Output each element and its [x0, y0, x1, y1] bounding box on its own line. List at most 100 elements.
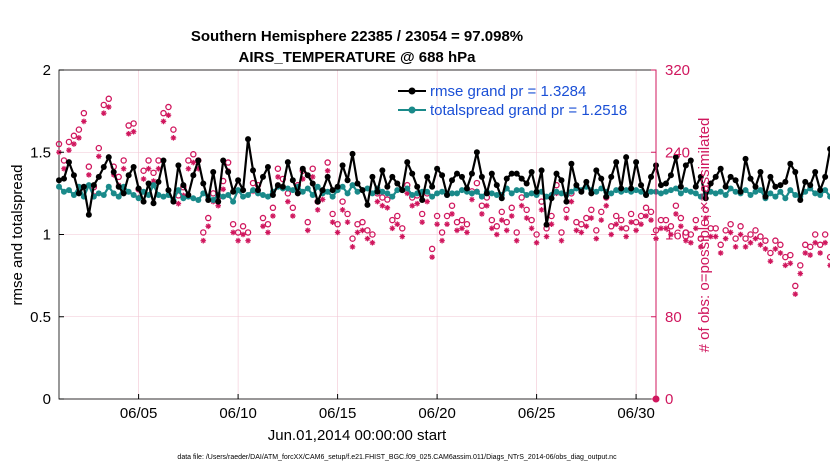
totalspread-point	[513, 187, 520, 194]
obs-assimilated-marker	[548, 221, 555, 228]
obs-possible-marker	[772, 237, 779, 244]
obs-assimilated-marker	[668, 231, 674, 238]
obs-possible-marker	[438, 229, 446, 236]
rmse-point	[543, 221, 550, 228]
rmse-point	[687, 157, 694, 164]
obs-possible-marker	[692, 216, 700, 224]
totalspread-point	[742, 187, 749, 194]
rmse-point	[334, 183, 341, 190]
obs-assimilated-marker	[359, 227, 366, 234]
obs-possible-marker	[717, 241, 724, 249]
totalspread-point	[608, 190, 615, 197]
obs-possible-marker	[428, 245, 436, 253]
rmse-point	[508, 170, 515, 177]
y-right-tick-label: 320	[665, 62, 690, 79]
totalspread-point	[493, 192, 500, 199]
rmse-point	[364, 201, 371, 208]
rmse-point	[558, 177, 565, 184]
obs-possible-marker	[100, 101, 108, 109]
obs-assimilated-marker	[593, 235, 600, 242]
totalspread-point	[230, 198, 237, 205]
totalspread-point	[135, 195, 142, 202]
rmse-point	[299, 165, 306, 172]
rmse-point	[170, 198, 177, 205]
totalspread-point	[528, 190, 535, 197]
x-axis-label: Jun.01,2014 00:00:00 start	[268, 427, 447, 444]
rmse-point	[478, 173, 485, 180]
totalspread-point	[434, 190, 441, 197]
rmse-point	[125, 172, 132, 179]
obs-assimilated-marker	[389, 225, 396, 232]
totalspread-point	[518, 187, 525, 194]
obs-possible-marker	[170, 126, 177, 133]
obs-assimilated-marker	[484, 202, 490, 209]
totalspread-point	[284, 185, 291, 192]
obs-possible-marker	[145, 157, 152, 164]
rmse-point	[314, 198, 321, 205]
rmse-point	[354, 180, 361, 187]
rmse-point	[230, 188, 237, 195]
obs-possible-marker	[617, 216, 625, 224]
obs-possible-marker	[826, 253, 830, 261]
obs-assimilated-marker	[648, 217, 654, 223]
obs-possible-marker	[473, 179, 481, 187]
rmse-point	[274, 182, 281, 189]
rmse-point	[359, 187, 366, 194]
obs-assimilated-marker	[702, 215, 709, 221]
rmse-point	[553, 170, 560, 177]
obs-assimilated-marker	[195, 165, 202, 172]
obs-possible-marker	[583, 214, 590, 222]
rmse-point	[578, 188, 585, 195]
obs-possible-marker	[75, 126, 83, 133]
totalspread-point	[384, 190, 391, 197]
obs-assimilated-marker	[568, 198, 575, 205]
rmse-point	[802, 178, 809, 185]
x-tick-label: 06/05	[120, 405, 158, 422]
totalspread-point	[110, 190, 117, 197]
y-axis-left: 0 0.5 1 1.5 2	[30, 62, 64, 408]
rmse-point	[702, 195, 709, 202]
obs-assimilated-marker	[66, 147, 72, 153]
obs-possible-marker	[797, 262, 804, 269]
rmse-point	[797, 196, 804, 203]
obs-assimilated-marker	[354, 229, 361, 236]
totalspread-point	[195, 196, 202, 203]
obs-assimilated-marker	[349, 244, 356, 250]
obs-possible-marker	[384, 196, 391, 203]
rmse-point	[528, 168, 535, 175]
rmse-point	[399, 187, 406, 194]
legend-rmse-marker	[408, 87, 416, 95]
rmse-point	[394, 180, 401, 187]
totalspread-point	[60, 188, 67, 195]
obs-possible-marker	[767, 249, 774, 257]
rmse-point	[657, 182, 664, 189]
rmse-point	[56, 177, 62, 184]
obs-assimilated-marker	[459, 225, 465, 232]
y-right-tick-label: 240	[665, 144, 690, 161]
y-axis-label: rmse and totalspread	[9, 165, 26, 306]
totalspread-point	[568, 188, 575, 195]
obs-assimilated-marker	[449, 211, 455, 217]
obs-assimilated-marker	[384, 204, 391, 211]
obs-possible-marker	[637, 212, 645, 220]
totalspread-point	[449, 190, 456, 197]
rmse-point	[473, 149, 480, 156]
y-axis-right: 0 80 160 240 320	[651, 62, 690, 408]
obs-possible-marker	[518, 194, 525, 201]
totalspread-point	[692, 190, 699, 197]
totalspread-point	[682, 187, 689, 194]
obs-assimilated-marker	[608, 231, 615, 238]
totalspread-point	[792, 192, 799, 199]
rmse-point	[573, 182, 580, 189]
obs-assimilated-marker	[742, 244, 749, 250]
x-tick-label: 06/25	[518, 405, 556, 422]
rmse-point	[90, 182, 97, 189]
totalspread-point	[613, 187, 620, 194]
rmse-point	[707, 180, 714, 187]
totalspread-point	[259, 192, 266, 199]
x-tick-label: 06/15	[319, 405, 357, 422]
obs-assimilated-marker	[81, 118, 87, 125]
totalspread-point	[777, 188, 784, 195]
rmse-point	[409, 170, 416, 177]
rmse-point	[105, 154, 112, 161]
